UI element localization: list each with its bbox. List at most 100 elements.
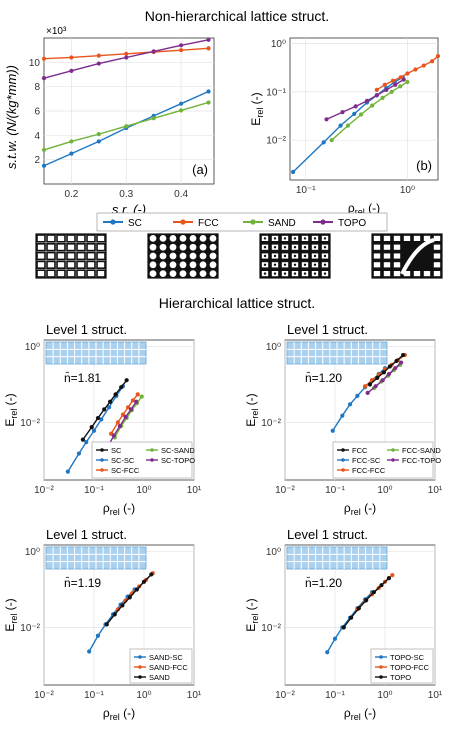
- data-point: [124, 378, 129, 383]
- data-point: [330, 428, 335, 433]
- data-point: [69, 151, 74, 156]
- legend-marker: [138, 665, 142, 669]
- lattice-cell: [209, 261, 217, 269]
- lattice-cell: [149, 235, 157, 242]
- x-tick-label: 10⁻²: [34, 690, 54, 701]
- y-multiplier: ×10³: [46, 26, 67, 37]
- legend-marker: [379, 655, 383, 659]
- legend-marker: [150, 458, 154, 462]
- data-point: [430, 59, 435, 64]
- x-tick-label: 10⁻¹: [325, 690, 345, 701]
- y-tick-label: 6: [34, 107, 40, 118]
- data-point: [347, 402, 353, 407]
- legend-marker: [100, 448, 104, 452]
- lattice-cell: [199, 235, 207, 242]
- y-tick-label: 10⁰: [266, 342, 281, 353]
- inset-title: Level 1 struct.: [287, 527, 368, 542]
- legend-label: SAND-SC: [149, 653, 183, 662]
- lattice-cell: [393, 252, 401, 260]
- lattice-node: [313, 272, 317, 275]
- data-point: [89, 424, 94, 430]
- topo-feature: [400, 238, 435, 275]
- data-point: [84, 440, 89, 445]
- lattice-node: [313, 246, 317, 249]
- y-tick-label: 10⁻²: [266, 136, 286, 147]
- data-point: [95, 633, 101, 638]
- data-point: [112, 612, 117, 617]
- lattice-cell: [149, 252, 157, 260]
- x-axis-label: ρrel (-): [344, 706, 376, 722]
- data-point: [345, 123, 351, 128]
- data-point: [340, 413, 345, 418]
- data-point: [96, 53, 101, 58]
- y-axis-label: Erel (-): [249, 92, 265, 125]
- lattice-cell: [383, 235, 391, 242]
- lattice-cell: [76, 269, 86, 278]
- lattice-cell: [46, 243, 56, 252]
- lattice-cell: [36, 260, 46, 269]
- lattice-cell: [199, 252, 207, 260]
- lattice-cell: [179, 243, 187, 251]
- lattice-cell: [96, 269, 106, 278]
- data-point: [356, 606, 361, 611]
- lattice-cell: [373, 261, 381, 268]
- lattice-node: [273, 246, 277, 249]
- data-point: [128, 407, 134, 412]
- data-point: [96, 61, 101, 66]
- x-tick-label: 10⁻¹: [84, 485, 104, 496]
- lattice-cell: [373, 244, 381, 251]
- level1-structure-inset: [45, 341, 147, 365]
- lattice-cell: [76, 251, 86, 261]
- data-point: [123, 414, 128, 419]
- legend-label: TOPO: [338, 218, 366, 229]
- data-point: [108, 399, 113, 404]
- data-point: [134, 399, 139, 404]
- inset-title: Level 1 struct.: [46, 527, 127, 542]
- data-point: [371, 590, 377, 595]
- data-point: [340, 110, 345, 115]
- legend-box: [332, 441, 434, 479]
- y-tick-label: 10⁻²: [20, 623, 40, 634]
- data-point: [393, 82, 398, 87]
- x-tick-label: 0.4: [174, 189, 188, 200]
- data-point: [134, 587, 139, 592]
- level1-structure-inset: [45, 546, 147, 570]
- x-axis-label: ρrel (-): [103, 501, 135, 517]
- lattice-cell: [86, 260, 96, 269]
- lattice-node: [303, 272, 307, 275]
- x-tick-label: 10⁻²: [275, 690, 295, 701]
- lattice-cell: [169, 235, 177, 242]
- legend-marker: [180, 219, 186, 225]
- data-point: [111, 433, 116, 438]
- lattice-node: [263, 263, 267, 266]
- data-point: [384, 87, 389, 92]
- legend-marker: [379, 665, 383, 669]
- bottom-title: Hierarchical lattice struct.: [159, 295, 315, 311]
- data-point: [117, 423, 123, 429]
- data-point: [332, 636, 338, 641]
- y-tick-label: 10: [29, 58, 41, 69]
- n-bar-value: n̄=1.20: [305, 371, 342, 385]
- lattice-cell: [209, 270, 217, 277]
- data-point: [393, 366, 398, 371]
- data-point: [149, 572, 154, 577]
- y-tick-label: 10⁰: [266, 547, 281, 558]
- lattice-node: [313, 263, 317, 266]
- n-bar-value: n̄=1.81: [64, 371, 101, 385]
- lattice-cell: [403, 235, 411, 242]
- lattice-node: [273, 237, 277, 240]
- y-axis-label: Erel (-): [244, 598, 260, 631]
- data-point: [87, 649, 92, 654]
- legend-marker: [391, 458, 395, 462]
- data-point: [338, 123, 343, 128]
- data-point: [363, 384, 368, 389]
- lattice-cell: [159, 243, 167, 251]
- lattice-node: [263, 237, 267, 240]
- legend-marker: [320, 219, 326, 225]
